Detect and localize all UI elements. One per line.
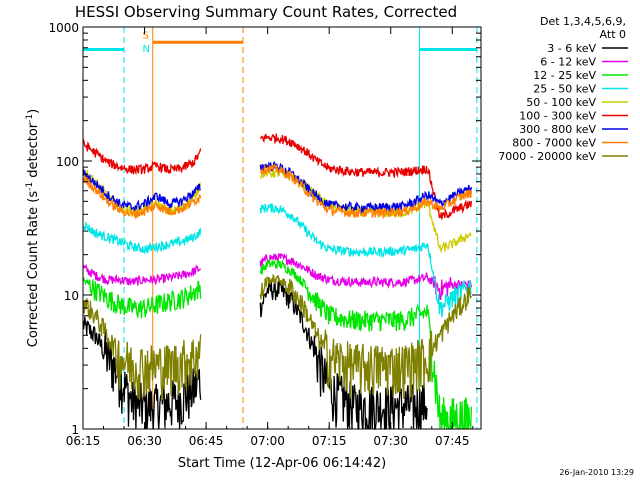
plot-area: SN <box>82 27 478 431</box>
x-tick-label-5: 07:30 <box>373 434 408 448</box>
x-tick-label-1: 06:30 <box>127 434 162 448</box>
legend-label-1: 6 - 12 keV <box>540 56 596 69</box>
y-axis: 1 10 100 1000 <box>48 21 481 437</box>
legend-label-0: 3 - 6 keV <box>547 42 596 55</box>
x-tick-label-2: 06:45 <box>189 434 224 448</box>
plot-frame <box>82 26 482 430</box>
y-tick-label-0: 1 <box>71 423 79 437</box>
legend-header-line1: Det 1,3,4,5,6,9, <box>540 15 626 28</box>
legend-header-line2: Att 0 <box>600 28 626 41</box>
x-axis: 06:15 06:30 06:45 07:00 07:15 07:30 07:45 <box>66 27 474 448</box>
y-tick-label-1: 10 <box>64 289 79 303</box>
y-axis-label-main: Corrected Count Rate (s <box>26 191 41 348</box>
y-axis-label-sup1: -1 <box>25 182 35 191</box>
x-tick-label-3: 07:00 <box>250 434 285 448</box>
legend-label-6: 300 - 800 keV <box>519 123 596 136</box>
y-tick-label-2: 100 <box>56 155 79 169</box>
x-axis-label: Start Time (12-Apr-06 06:14:42) <box>178 456 386 471</box>
y-axis-label: Corrected Count Rate (s-1 detector-1) <box>25 109 41 347</box>
legend-label-4: 50 - 100 keV <box>526 96 596 109</box>
y-axis-label-end: ) <box>26 109 41 114</box>
annotation-1: N <box>143 44 150 55</box>
y-axis-label-mid: detector <box>26 122 41 182</box>
series-line-7 <box>82 163 473 220</box>
legend-label-7: 800 - 7000 keV <box>512 137 596 150</box>
y-axis-label-sup2: -1 <box>25 114 35 123</box>
legend-label-5: 100 - 300 keV <box>519 110 596 123</box>
legend-label-8: 7000 - 20000 keV <box>498 150 596 163</box>
series-line-3 <box>82 203 473 318</box>
legend-label-2: 12 - 25 keV <box>533 69 596 82</box>
annotation-0: S <box>143 30 149 41</box>
x-tick-label-4: 07:15 <box>312 434 347 448</box>
x-tick-label-0: 06:15 <box>66 434 101 448</box>
footer-timestamp: 26-Jan-2010 13:29 <box>559 468 634 477</box>
series-line-2 <box>82 257 473 430</box>
legend-label-3: 25 - 50 keV <box>533 83 596 96</box>
y-tick-label-3: 1000 <box>48 21 79 35</box>
series-line-8 <box>82 273 472 400</box>
x-tick-label-6: 07:45 <box>435 434 470 448</box>
series-line-0 <box>82 278 428 431</box>
chart-title: HESSI Observing Summary Count Rates, Cor… <box>75 3 457 21</box>
